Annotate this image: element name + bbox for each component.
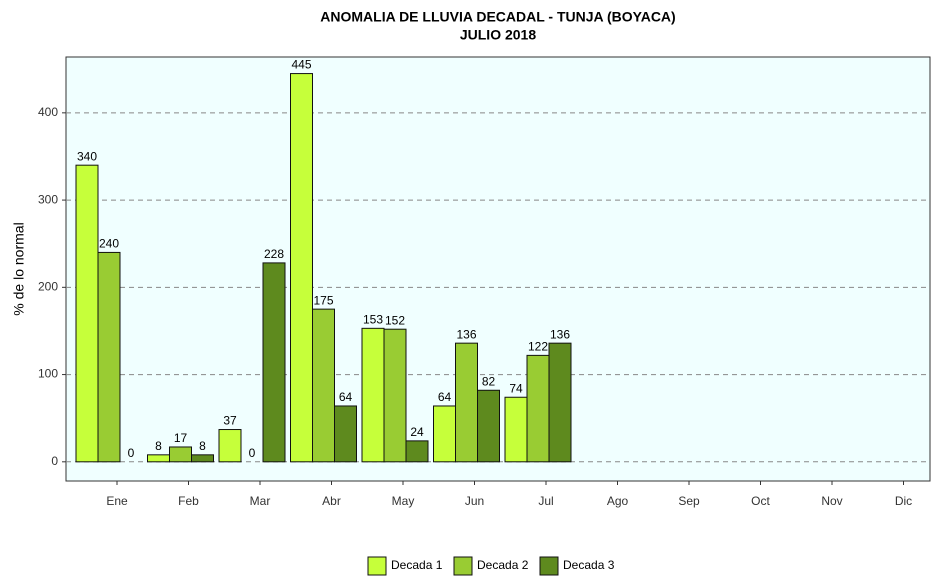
bar — [504, 396, 528, 463]
legend-swatch — [367, 556, 387, 576]
bar — [191, 454, 214, 463]
bar — [405, 440, 429, 463]
y-tick-label: 400 — [38, 105, 58, 119]
bar — [262, 262, 286, 463]
value-label: 82 — [482, 374, 496, 388]
y-tick-label: 0 — [51, 454, 58, 468]
value-label: 0 — [128, 446, 135, 460]
y-tick-label: 300 — [38, 192, 58, 206]
x-tick-label: Nov — [821, 494, 842, 508]
value-label: 24 — [410, 425, 424, 439]
value-label: 136 — [456, 327, 476, 341]
x-tick-label: Ene — [106, 494, 128, 508]
x-tick-label: Dic — [895, 494, 912, 508]
x-tick-label: Ago — [607, 494, 629, 508]
value-label: 17 — [174, 431, 188, 445]
legend-swatch — [453, 556, 473, 576]
bar — [433, 405, 456, 463]
bar — [97, 251, 121, 463]
x-tick-label: Oct — [751, 494, 770, 508]
value-label: 64 — [438, 390, 452, 404]
x-tick-label: Feb — [178, 494, 199, 508]
value-label: 122 — [528, 340, 548, 354]
value-label: 240 — [99, 237, 119, 251]
value-label: 74 — [509, 381, 523, 395]
legend-label: Decada 1 — [391, 558, 443, 572]
bar — [548, 342, 572, 463]
legend-label: Decada 2 — [477, 558, 529, 572]
value-label: 445 — [291, 58, 311, 72]
bar — [383, 328, 407, 463]
legend-swatch — [539, 556, 559, 576]
x-tick-label: Jul — [538, 494, 553, 508]
value-label: 8 — [155, 439, 162, 453]
bar — [75, 164, 99, 463]
chart-subtitle: JULIO 2018 — [460, 27, 536, 43]
value-label: 340 — [77, 149, 97, 163]
y-tick-label: 200 — [38, 279, 58, 293]
x-tick-label: May — [392, 494, 415, 508]
value-label: 175 — [313, 293, 333, 307]
value-label: 153 — [363, 312, 383, 326]
x-tick-label: Sep — [678, 494, 700, 508]
y-tick-label: 100 — [38, 367, 58, 381]
value-label: 228 — [264, 247, 284, 261]
bar — [290, 73, 313, 463]
bar — [312, 308, 335, 463]
bar — [526, 354, 550, 463]
bar — [477, 389, 500, 463]
bar — [218, 429, 242, 463]
x-tick-label: Mar — [250, 494, 271, 508]
bar — [361, 327, 385, 463]
value-label: 8 — [199, 439, 206, 453]
value-label: 64 — [339, 390, 353, 404]
x-tick-label: Abr — [322, 494, 341, 508]
bar — [334, 405, 357, 463]
y-axis-label: % de lo normal — [11, 222, 27, 315]
chart-title: ANOMALIA DE LLUVIA DECADAL - TUNJA (BOYA… — [320, 9, 675, 25]
legend-label: Decada 3 — [563, 558, 615, 572]
x-tick-label: Jun — [465, 494, 484, 508]
value-label: 37 — [223, 414, 237, 428]
bar — [455, 342, 478, 463]
value-label: 0 — [249, 446, 256, 460]
value-label: 136 — [550, 327, 570, 341]
bar — [169, 446, 192, 463]
bar — [147, 454, 170, 463]
value-label: 152 — [385, 313, 405, 327]
